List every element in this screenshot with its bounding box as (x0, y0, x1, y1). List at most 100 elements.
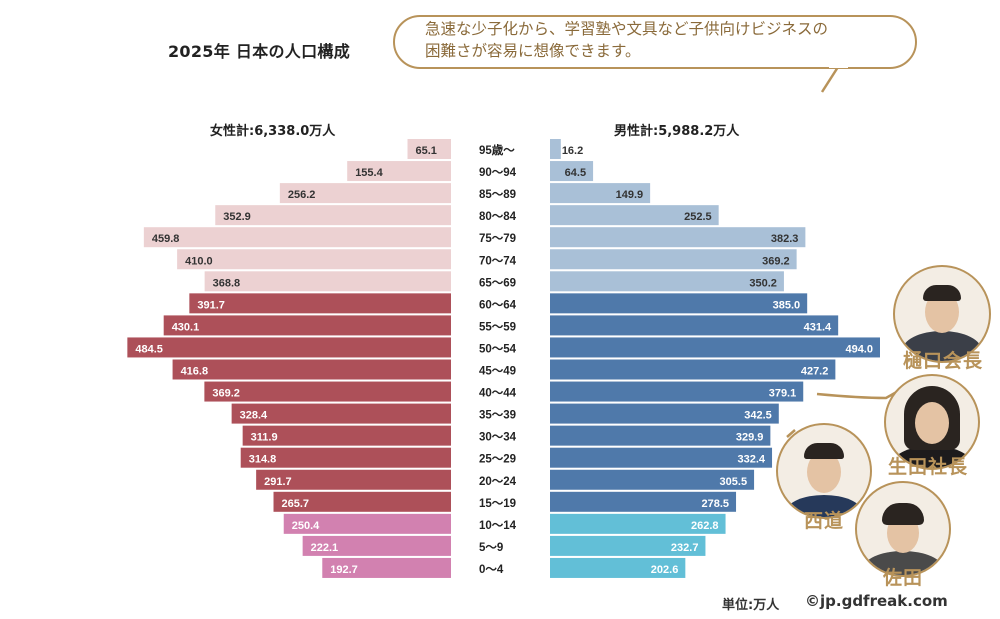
female-value-label-14: 314.8 (249, 454, 277, 466)
female-bar-16 (273, 491, 451, 512)
male-bar-7 (550, 293, 808, 314)
male-value-label-4: 382.3 (771, 233, 799, 245)
person-photo-ikuta (884, 374, 980, 470)
male-bar-12 (550, 403, 779, 424)
male-bar-14 (550, 447, 773, 468)
male-value-label-18: 232.7 (671, 542, 699, 554)
person-photo-sada (855, 481, 951, 577)
male-value-label-3: 252.5 (684, 211, 712, 223)
person-name-higuchi: 樋口会長 (903, 350, 984, 372)
age-label-19: 0〜4 (479, 564, 504, 576)
comment-line-1: 急速な少子化から、学習塾や文具など子供向けビジネスの (425, 20, 829, 38)
person-name-nishimichi: 西道 (804, 510, 845, 532)
male-value-label-19: 202.6 (651, 564, 679, 576)
female-value-label-8: 430.1 (172, 321, 200, 333)
male-value-label-15: 305.5 (720, 476, 748, 488)
male-bar-13 (550, 425, 771, 446)
female-bar-3 (215, 205, 451, 226)
age-label-9: 50〜54 (479, 343, 517, 355)
female-bar-15 (256, 469, 451, 490)
person-name-ikuta: 生田社長 (888, 456, 969, 478)
male-bar-8 (550, 315, 839, 336)
credit-text: ©jp.gdfreak.com (805, 592, 948, 610)
male-value-label-9: 494.0 (845, 343, 873, 355)
female-value-label-4: 459.8 (152, 233, 180, 245)
female-bar-5 (177, 249, 451, 270)
male-bar-17 (550, 513, 726, 534)
person-name-sada: 佐田 (883, 567, 924, 589)
male-value-label-0: 16.2 (562, 145, 583, 157)
female-bar-13 (242, 425, 451, 446)
male-bar-6 (550, 271, 784, 292)
age-label-16: 15〜19 (479, 498, 516, 510)
female-value-label-3: 352.9 (223, 211, 251, 223)
male-bar-15 (550, 469, 755, 490)
female-bar-8 (163, 315, 451, 336)
male-value-label-11: 379.1 (769, 388, 797, 400)
comment-text: 急速な少子化から、学習塾や文具など子供向けビジネスの 困難さが容易に想像できます… (425, 18, 915, 62)
female-value-label-10: 416.8 (181, 366, 209, 378)
female-value-label-5: 410.0 (185, 255, 213, 267)
female-bar-10 (172, 359, 451, 380)
male-value-label-6: 350.2 (749, 277, 777, 289)
age-label-4: 75〜79 (479, 233, 516, 245)
female-bar-7 (189, 293, 451, 314)
person-photo-nishimichi (776, 423, 872, 519)
male-value-label-12: 342.5 (744, 410, 772, 422)
male-bar-0 (550, 139, 561, 159)
unit-label: 単位:万人 (722, 598, 780, 613)
male-value-label-1: 64.5 (565, 167, 586, 179)
age-label-8: 55〜59 (479, 321, 516, 333)
female-bar-2 (279, 183, 451, 204)
female-value-label-15: 291.7 (264, 476, 292, 488)
male-value-label-5: 369.2 (762, 255, 790, 267)
age-label-13: 30〜34 (479, 432, 517, 444)
female-value-label-9: 484.5 (135, 343, 163, 355)
female-bar-17 (283, 513, 451, 534)
female-value-label-6: 368.8 (213, 277, 241, 289)
female-value-label-0: 65.1 (416, 145, 437, 157)
female-value-label-1: 155.4 (355, 167, 383, 179)
female-value-label-7: 391.7 (197, 299, 225, 311)
age-label-3: 80〜84 (479, 211, 517, 223)
male-value-label-2: 149.9 (616, 189, 644, 201)
female-value-label-12: 328.4 (240, 410, 268, 422)
female-value-label-13: 311.9 (251, 432, 278, 444)
age-label-2: 85〜89 (479, 189, 516, 201)
person-photo-higuchi (893, 265, 991, 363)
comment-bubble (393, 15, 917, 69)
male-value-label-10: 427.2 (801, 366, 829, 378)
male-value-label-14: 332.4 (738, 454, 766, 466)
female-bar-1 (347, 161, 451, 182)
male-bar-2 (550, 183, 651, 204)
male-bar-1 (550, 161, 594, 182)
female-total: 女性計:6,338.0万人 (210, 124, 336, 139)
male-value-label-7: 385.0 (773, 299, 801, 311)
age-label-14: 25〜29 (479, 454, 516, 466)
male-bar-18 (550, 535, 706, 556)
age-label-10: 45〜49 (479, 366, 516, 378)
female-value-label-17: 250.4 (292, 520, 320, 532)
female-value-label-2: 256.2 (288, 189, 316, 201)
age-label-18: 5〜9 (479, 542, 503, 554)
male-bar-3 (550, 205, 719, 226)
age-label-5: 70〜74 (479, 255, 517, 267)
female-value-label-16: 265.7 (282, 498, 310, 510)
female-bar-9 (127, 337, 451, 358)
male-bar-9 (550, 337, 880, 358)
female-bar-4 (143, 227, 451, 248)
male-bar-10 (550, 359, 836, 380)
male-bar-19 (550, 557, 686, 578)
female-value-label-11: 369.2 (212, 388, 240, 400)
male-value-label-8: 431.4 (804, 321, 832, 333)
male-value-label-13: 329.9 (736, 432, 764, 444)
male-bar-5 (550, 249, 797, 270)
female-bar-18 (302, 535, 451, 556)
female-bar-11 (204, 381, 451, 402)
age-label-12: 35〜39 (479, 410, 516, 422)
female-value-label-19: 192.7 (330, 564, 358, 576)
female-bar-19 (322, 557, 451, 578)
male-bar-4 (550, 227, 806, 248)
